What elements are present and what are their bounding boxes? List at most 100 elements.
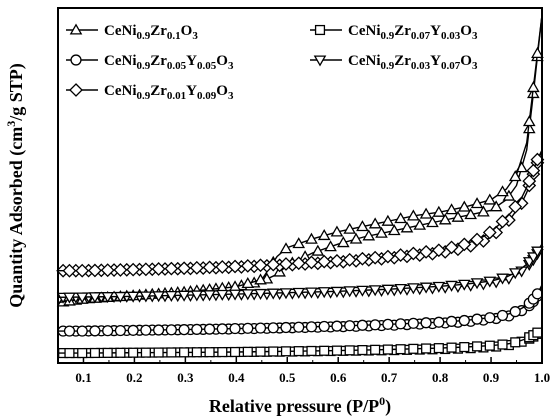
desorption-marker — [446, 342, 457, 353]
desorption-marker — [215, 260, 230, 274]
adsorption-marker — [522, 122, 536, 134]
x-tick-label: 0.3 — [177, 370, 194, 385]
desorption-marker — [279, 288, 293, 300]
desorption-marker — [89, 347, 101, 359]
desorption-marker — [319, 345, 330, 356]
desorption-marker — [484, 340, 495, 351]
desorption-marker — [356, 285, 369, 297]
desorption-marker — [177, 290, 191, 302]
desorption-marker — [344, 345, 355, 356]
desorption-marker — [292, 237, 306, 249]
adsorption-marker — [400, 221, 414, 233]
legend-marker — [69, 23, 83, 35]
desorption-marker — [496, 309, 509, 322]
desorption-marker — [305, 287, 318, 299]
desorption-marker — [406, 246, 421, 261]
desorption-marker — [139, 291, 153, 303]
x-tick-label: 1.0 — [534, 370, 550, 385]
desorption-marker — [394, 212, 407, 224]
legend-label: CeNi0.9Zr0.05Y0.05O3 — [104, 53, 234, 72]
adsorption-marker — [387, 224, 401, 236]
desorption-marker — [482, 225, 497, 240]
desorption-marker — [457, 279, 471, 291]
desorption-marker — [370, 344, 381, 355]
desorption-marker — [317, 229, 331, 241]
x-tick-label: 0.4 — [228, 370, 245, 385]
desorption-marker — [433, 316, 445, 328]
legend-marker — [69, 83, 83, 97]
desorption-marker — [331, 320, 343, 332]
desorption-marker — [166, 347, 177, 358]
desorption-marker — [88, 263, 102, 278]
desorption-marker — [165, 290, 178, 302]
legend-entry: CeNi0.9Zr0.07Y0.03O3 — [310, 23, 478, 42]
desorption-marker — [508, 170, 522, 182]
desorption-marker — [178, 324, 190, 336]
legend-entry: CeNi0.9Zr0.01Y0.09O3 — [66, 83, 234, 102]
series-diamond — [56, 149, 545, 278]
desorption-marker — [242, 346, 253, 357]
desorption-marker — [382, 318, 394, 330]
desorption-marker — [483, 193, 497, 205]
desorption-marker — [304, 255, 319, 270]
adsorption-marker — [375, 226, 388, 238]
desorption-marker — [62, 263, 77, 278]
desorption-marker — [179, 347, 190, 358]
desorption-marker — [292, 287, 306, 299]
x-tick-label: 0.8 — [432, 370, 449, 385]
desorption-marker — [268, 346, 279, 357]
desorption-marker — [330, 225, 344, 237]
desorption-marker — [203, 290, 216, 302]
y-axis-label: Quantity Adsorbed (cm3/g STP) — [4, 63, 27, 308]
plot-frame — [57, 7, 543, 364]
desorption-marker — [293, 346, 304, 357]
desorption-marker — [152, 291, 165, 303]
desorption-marker — [189, 260, 204, 275]
desorption-marker — [100, 263, 115, 278]
desorption-marker — [522, 174, 537, 188]
desorption-marker — [255, 346, 266, 357]
desorption-marker — [77, 347, 88, 359]
adsorption-marker — [464, 208, 477, 220]
desorption-marker — [471, 341, 483, 352]
desorption-marker — [318, 320, 330, 333]
desorption-marker — [457, 200, 471, 212]
adsorption-marker — [438, 213, 452, 225]
desorption-marker — [432, 281, 446, 293]
x-tick-label: 0.1 — [75, 370, 91, 385]
desorption-marker — [531, 46, 544, 58]
desorption-marker — [202, 260, 217, 275]
desorption-marker — [63, 292, 76, 304]
desorption-marker — [355, 251, 370, 266]
x-tick-label: 0.6 — [330, 370, 347, 385]
desorption-marker — [419, 207, 433, 219]
desorption-marker — [229, 323, 241, 335]
desorption-marker — [408, 343, 419, 354]
desorption-marker — [420, 317, 432, 329]
desorption-marker — [432, 205, 446, 217]
desorption-marker — [241, 289, 255, 301]
desorption-marker — [254, 273, 267, 285]
desorption-marker — [445, 203, 458, 215]
adsorption-marker — [349, 232, 363, 244]
desorption-marker — [496, 185, 509, 197]
desorption-marker — [393, 248, 408, 262]
series-square — [58, 327, 543, 359]
desorption-marker — [128, 347, 139, 358]
desorption-marker — [483, 276, 497, 288]
desorption-marker — [431, 243, 446, 258]
desorption-marker — [457, 237, 472, 252]
desorption-marker — [317, 254, 332, 269]
desorption-marker — [445, 280, 458, 292]
desorption-marker — [127, 324, 139, 336]
desorption-marker — [368, 217, 382, 229]
desorption-marker — [526, 163, 541, 178]
desorption-marker — [532, 327, 543, 338]
desorption-marker — [407, 283, 420, 295]
legend-label: CeNi0.9Zr0.07Y0.03O3 — [348, 23, 478, 42]
desorption-marker — [357, 344, 368, 356]
x-tick-label: 0.5 — [279, 370, 296, 385]
desorption-marker — [407, 317, 419, 329]
adsorption-marker — [324, 240, 337, 252]
